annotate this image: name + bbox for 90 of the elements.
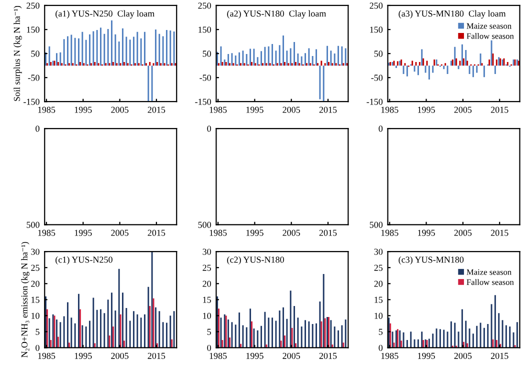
y-tick-label: 50 — [374, 50, 383, 57]
chart-title: (c2) YUS-N180 — [227, 256, 284, 265]
chart-title: (a3) YUS-MN180 Clay loam — [398, 10, 506, 19]
legend-label: Fallow season — [466, 33, 514, 39]
x-tick-label: 2005 — [454, 106, 472, 113]
x-tick-label: 1985 — [381, 106, 398, 113]
y-tick-label: 250 — [198, 2, 211, 9]
y-tick-label: 10 — [203, 312, 211, 319]
x-tick-label: 1995 — [74, 106, 92, 113]
y-axis-title: Soil surplus N (kg N ha⁻¹) — [14, 6, 22, 101]
y-tick-label: 20 — [31, 280, 40, 287]
x-tick-label: 1995 — [74, 230, 92, 236]
x-tick-label: 1985 — [38, 106, 56, 113]
x-tick-label: 1985 — [38, 230, 56, 236]
x-tick-label: 1995 — [246, 106, 264, 113]
y-tick-label: 50 — [202, 50, 211, 57]
y-tick-label: 25 — [31, 264, 40, 271]
y-tick-label: 30 — [31, 248, 40, 255]
y-tick-label: 20 — [374, 280, 383, 287]
x-tick-label: 1995 — [418, 230, 435, 236]
y-tick-label: 0 — [378, 126, 383, 132]
x-tick-label: 1995 — [74, 352, 92, 359]
chart-title: (a2) YUS-N180 Clay loam — [227, 10, 326, 19]
legend-label: Fallow season — [466, 279, 514, 285]
y-tick-label: 5 — [207, 328, 211, 335]
y-tick-label: 15 — [203, 296, 211, 303]
legend-label: Maize season — [466, 23, 512, 29]
chart-title: (c1) YUS-N250 — [56, 256, 112, 265]
y-tick-label: 150 — [370, 26, 383, 33]
y-tick-label: 500 — [26, 222, 40, 228]
y-tick-label: -50 — [28, 74, 40, 81]
y-tick-label: 10 — [374, 312, 383, 319]
x-tick-label: 2015 — [319, 230, 337, 236]
x-tick-label: 2005 — [282, 106, 300, 113]
x-tick-label: 2005 — [111, 352, 128, 359]
x-tick-label: 2005 — [454, 352, 472, 359]
y-tick-label: 20 — [202, 280, 211, 287]
y-tick-label: 0 — [36, 126, 40, 132]
x-tick-label: 2005 — [454, 230, 472, 236]
y-tick-label: 0 — [378, 344, 383, 351]
y-tick-label: 500 — [370, 222, 383, 228]
y-tick-label: 15 — [32, 296, 40, 303]
y-tick-label: 250 — [26, 2, 40, 9]
x-tick-label: 2005 — [111, 106, 128, 113]
x-tick-label: 1995 — [418, 106, 435, 113]
y-tick-label: 150 — [27, 26, 40, 33]
x-tick-label: 1985 — [210, 106, 227, 113]
x-tick-label: 2015 — [490, 352, 508, 359]
y-tick-label: 30 — [374, 248, 383, 255]
x-tick-label: 1995 — [246, 352, 264, 359]
y-tick-label: 0 — [207, 126, 211, 132]
x-tick-label: 1995 — [418, 352, 435, 359]
y-tick-label: 50 — [31, 50, 40, 57]
x-tick-label: 1985 — [381, 230, 398, 236]
y-tick-label: 30 — [202, 248, 211, 255]
x-tick-label: 2015 — [490, 230, 508, 236]
y-tick-label: 5 — [378, 328, 383, 335]
y-axis-title: N₂O+NH₃ emission (kg N ha⁻¹) — [21, 242, 30, 358]
x-tick-label: 2015 — [319, 352, 337, 359]
y-tick-label: 150 — [198, 26, 211, 33]
x-tick-label: 2005 — [282, 230, 300, 236]
x-tick-label: 2015 — [148, 352, 166, 359]
y-tick-label: 25 — [374, 264, 383, 271]
x-tick-label: 1985 — [381, 352, 398, 359]
legend-label: Maize season — [466, 269, 512, 275]
y-tick-label: -150 — [24, 98, 40, 105]
y-tick-label: 25 — [202, 264, 211, 271]
x-tick-label: 1985 — [210, 352, 227, 359]
y-tick-label: 10 — [32, 312, 40, 319]
x-tick-label: 2015 — [148, 106, 166, 113]
y-tick-label: -50 — [200, 74, 211, 81]
x-tick-label: 1985 — [38, 352, 56, 359]
y-tick-label: -150 — [366, 98, 383, 105]
chart-title: (a1) YUS-N250 Clay loam — [56, 10, 154, 19]
x-tick-label: 2015 — [148, 230, 166, 236]
y-tick-label: 15 — [374, 296, 383, 303]
y-tick-label: 0 — [207, 344, 211, 351]
x-tick-label: 1985 — [210, 230, 227, 236]
x-tick-label: 2005 — [282, 352, 300, 359]
x-tick-label: 2005 — [111, 230, 128, 236]
y-tick-label: -50 — [371, 74, 383, 81]
x-tick-label: 2015 — [490, 106, 508, 113]
x-tick-label: 1995 — [246, 230, 264, 236]
x-tick-label: 2015 — [319, 106, 337, 113]
y-tick-label: 500 — [198, 222, 211, 228]
y-tick-label: -150 — [195, 98, 211, 105]
y-tick-label: 0 — [36, 344, 40, 351]
y-tick-label: 250 — [370, 2, 383, 9]
chart-title: (c3) YUS-MN180 — [398, 256, 464, 265]
y-tick-label: 5 — [36, 328, 40, 335]
